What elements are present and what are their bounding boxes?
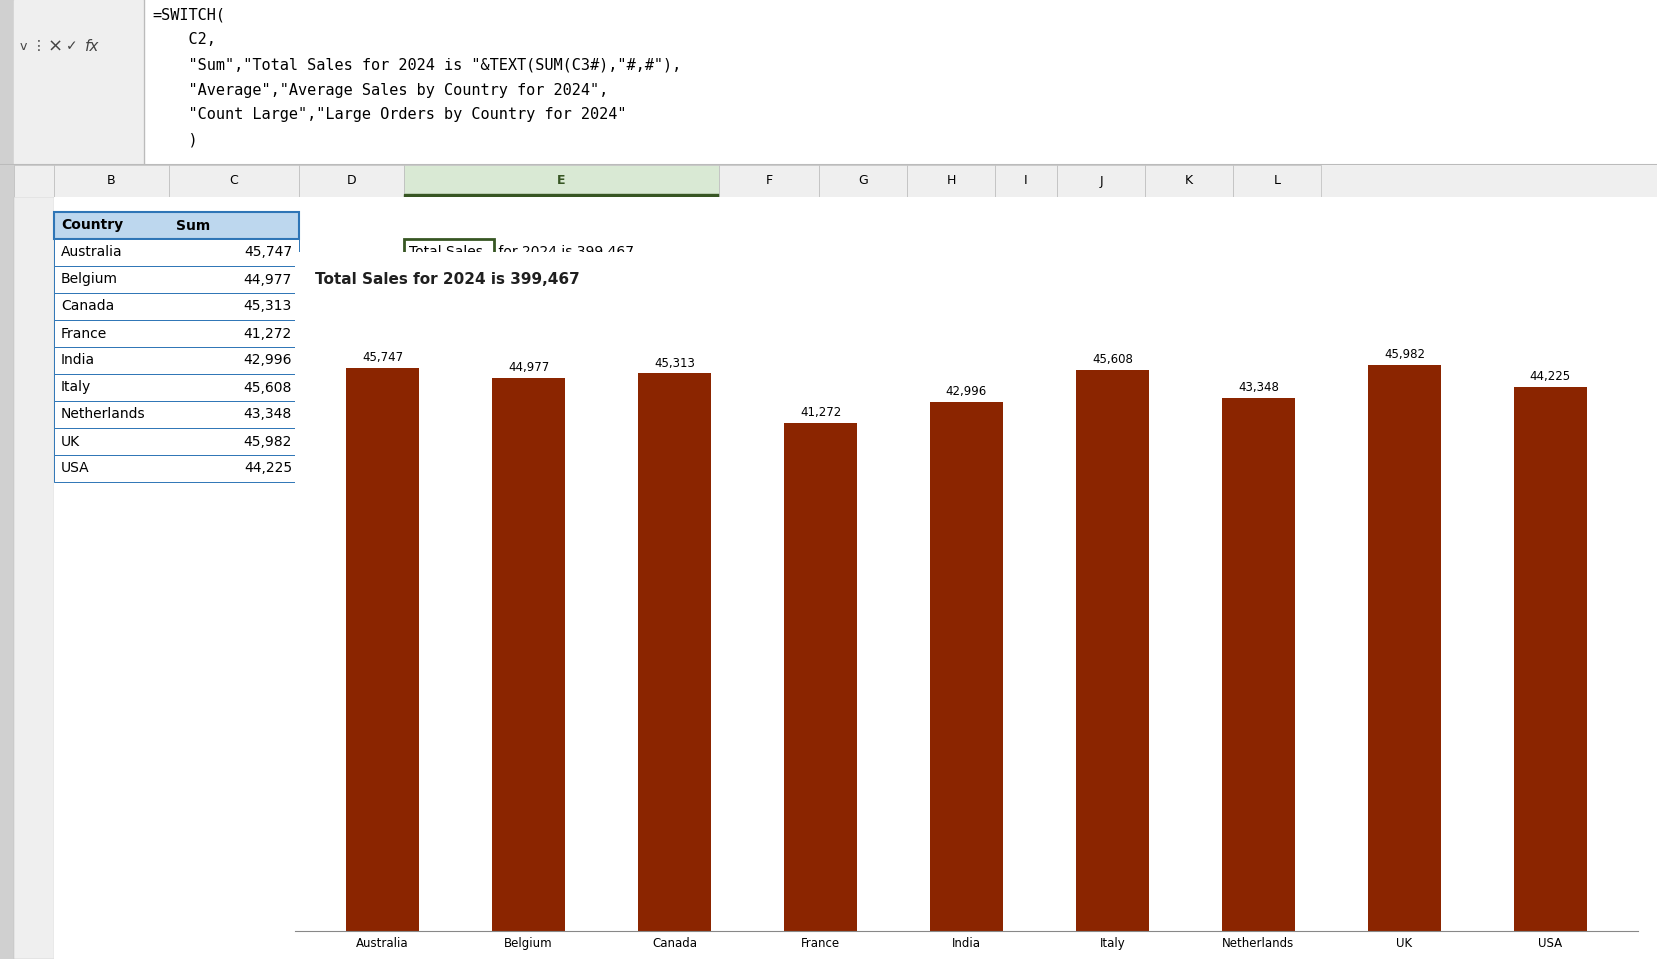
Text: D: D bbox=[346, 175, 356, 188]
Bar bbox=[1221, 398, 1294, 931]
Text: USA: USA bbox=[61, 461, 89, 476]
Text: Total Sales: Total Sales bbox=[409, 246, 482, 260]
Bar bbox=[55, 293, 298, 320]
Text: Italy: Italy bbox=[61, 381, 91, 394]
Bar bbox=[55, 374, 298, 401]
Text: L: L bbox=[1273, 175, 1279, 188]
Bar bbox=[404, 239, 494, 266]
Text: "Average","Average Sales by Country for 2024",: "Average","Average Sales by Country for … bbox=[152, 82, 608, 98]
Bar bbox=[719, 165, 819, 197]
Bar bbox=[1145, 165, 1233, 197]
Bar bbox=[55, 239, 298, 266]
Bar bbox=[1075, 370, 1148, 931]
Text: C2,: C2, bbox=[152, 33, 215, 48]
Text: B: B bbox=[108, 175, 116, 188]
Bar bbox=[55, 266, 298, 293]
Bar bbox=[13, 165, 55, 197]
Bar bbox=[55, 401, 298, 428]
Bar bbox=[404, 165, 719, 197]
Text: F: F bbox=[766, 175, 772, 188]
Bar bbox=[0, 0, 13, 165]
Text: 45,313: 45,313 bbox=[655, 357, 694, 370]
Bar bbox=[55, 165, 169, 197]
Text: ×: × bbox=[48, 37, 63, 56]
Text: for 2024 is 399,467: for 2024 is 399,467 bbox=[494, 246, 633, 260]
Text: v: v bbox=[20, 39, 28, 53]
Text: 45,608: 45,608 bbox=[1092, 353, 1132, 366]
Text: 44,225: 44,225 bbox=[1529, 370, 1571, 383]
Bar bbox=[55, 212, 298, 239]
Bar bbox=[1233, 165, 1321, 197]
Bar bbox=[298, 165, 404, 197]
Bar bbox=[346, 368, 419, 931]
Text: 42,996: 42,996 bbox=[244, 354, 292, 367]
Text: ⋮: ⋮ bbox=[31, 39, 46, 53]
Text: Country: Country bbox=[61, 219, 123, 232]
Bar bbox=[492, 378, 565, 931]
Bar bbox=[55, 347, 298, 374]
Text: H: H bbox=[946, 175, 954, 188]
Bar bbox=[13, 0, 144, 165]
Text: "Count Large","Large Orders by Country for 2024": "Count Large","Large Orders by Country f… bbox=[152, 107, 626, 123]
Bar bbox=[13, 197, 55, 959]
Text: 43,348: 43,348 bbox=[1238, 381, 1278, 394]
Text: Belgium: Belgium bbox=[61, 272, 118, 287]
Bar bbox=[55, 455, 298, 482]
Bar bbox=[1057, 165, 1145, 197]
Text: 45,982: 45,982 bbox=[244, 434, 292, 449]
Text: 44,977: 44,977 bbox=[507, 361, 548, 374]
Text: Canada: Canada bbox=[61, 299, 114, 314]
Text: 45,747: 45,747 bbox=[361, 351, 403, 364]
Text: E: E bbox=[557, 175, 565, 188]
Text: 41,272: 41,272 bbox=[799, 407, 840, 419]
Text: Total Sales for 2024 is 399,467: Total Sales for 2024 is 399,467 bbox=[315, 272, 580, 288]
Bar bbox=[169, 165, 298, 197]
Text: =SWITCH(: =SWITCH( bbox=[152, 8, 225, 22]
Bar bbox=[1367, 365, 1440, 931]
Bar bbox=[404, 194, 719, 197]
Bar bbox=[930, 402, 1002, 931]
Text: ✓: ✓ bbox=[66, 39, 78, 53]
Bar bbox=[784, 423, 857, 931]
Text: India: India bbox=[61, 354, 94, 367]
Text: J: J bbox=[1099, 175, 1102, 188]
Bar bbox=[0, 165, 13, 197]
Text: 42,996: 42,996 bbox=[944, 386, 986, 398]
Text: 44,977: 44,977 bbox=[244, 272, 292, 287]
Text: K: K bbox=[1185, 175, 1193, 188]
Bar bbox=[819, 165, 906, 197]
Text: 45,982: 45,982 bbox=[1384, 348, 1423, 362]
Text: 45,608: 45,608 bbox=[244, 381, 292, 394]
Text: Netherlands: Netherlands bbox=[61, 408, 146, 422]
Text: fx: fx bbox=[85, 38, 99, 54]
Text: Sum: Sum bbox=[176, 219, 210, 232]
Bar bbox=[994, 165, 1057, 197]
Text: 45,313: 45,313 bbox=[244, 299, 292, 314]
Text: 43,348: 43,348 bbox=[244, 408, 292, 422]
Bar bbox=[0, 197, 13, 959]
Text: I: I bbox=[1024, 175, 1027, 188]
Text: C: C bbox=[229, 175, 239, 188]
Text: France: France bbox=[61, 326, 108, 340]
Text: Australia: Australia bbox=[61, 246, 123, 260]
Bar bbox=[906, 165, 994, 197]
Text: ): ) bbox=[152, 132, 197, 148]
Text: UK: UK bbox=[61, 434, 80, 449]
Text: G: G bbox=[858, 175, 867, 188]
Bar bbox=[55, 320, 298, 347]
Bar bbox=[638, 373, 711, 931]
Bar bbox=[1513, 386, 1586, 931]
Text: "Sum","Total Sales for 2024 is "&TEXT(SUM(C3#),"#,#"),: "Sum","Total Sales for 2024 is "&TEXT(SU… bbox=[152, 58, 681, 73]
Bar bbox=[55, 428, 298, 455]
Text: 41,272: 41,272 bbox=[244, 326, 292, 340]
Text: 45,747: 45,747 bbox=[244, 246, 292, 260]
Text: 44,225: 44,225 bbox=[244, 461, 292, 476]
